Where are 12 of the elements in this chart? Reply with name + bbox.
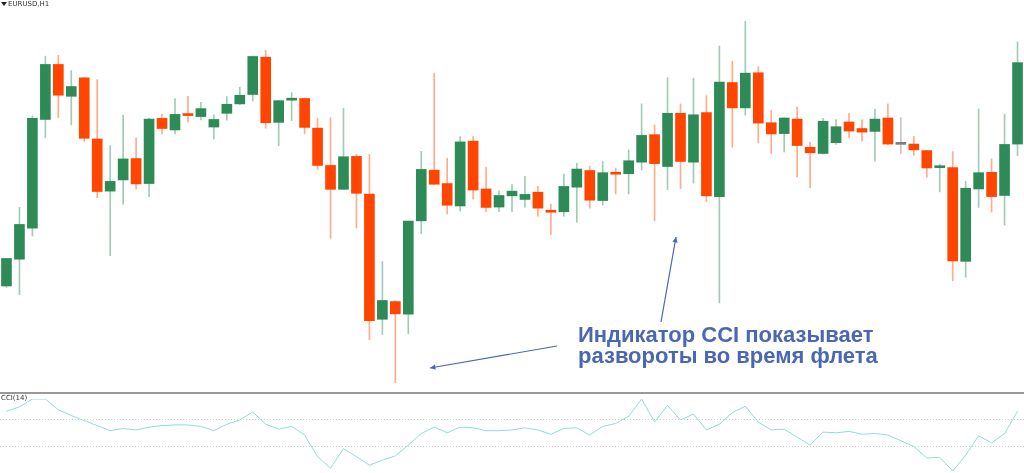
candlestick xyxy=(104,145,116,256)
candlestick xyxy=(519,175,531,208)
annotation: Индикатор CCI показывает развороты во время флета xyxy=(578,322,879,369)
candlestick xyxy=(182,95,194,123)
candlestick xyxy=(895,117,907,155)
candlestick xyxy=(804,141,816,189)
candlestick xyxy=(545,203,557,235)
candlestick xyxy=(934,163,946,193)
candlestick xyxy=(428,72,440,185)
candlestick xyxy=(117,114,129,205)
candlestick xyxy=(65,70,77,126)
candlestick xyxy=(610,167,622,195)
